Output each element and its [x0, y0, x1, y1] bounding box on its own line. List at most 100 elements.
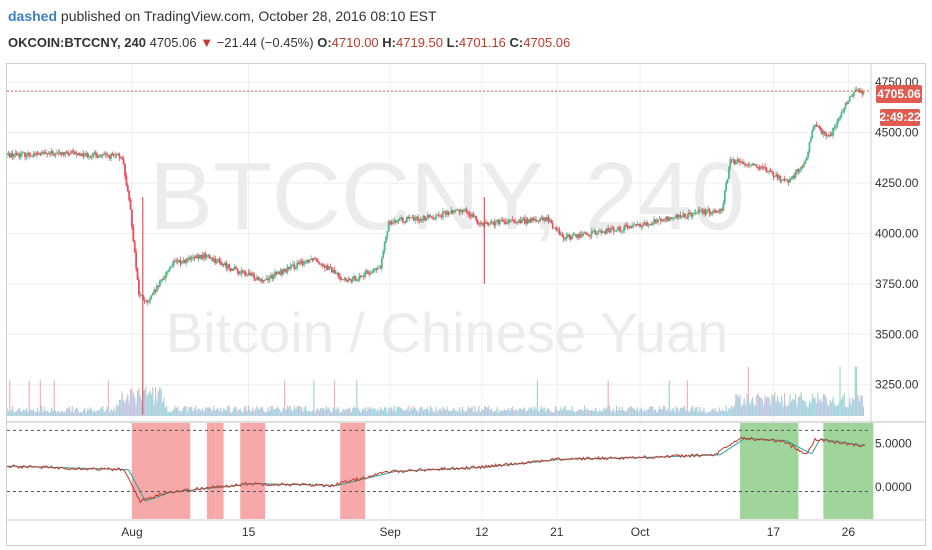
time-axis[interactable]: Aug 15 Sep 12 21 Oct 17 26 — [121, 525, 855, 539]
candle-body — [246, 274, 249, 276]
candle-body — [628, 227, 630, 229]
candle-body — [551, 223, 554, 228]
candle-body — [547, 216, 550, 222]
candle-body — [418, 220, 421, 222]
candle-body — [63, 152, 65, 155]
candle-body — [834, 126, 837, 128]
candle-body — [850, 95, 853, 97]
candle-body — [572, 234, 575, 236]
candle-body — [504, 221, 507, 224]
candle-body — [796, 169, 798, 173]
candle-body — [282, 268, 285, 275]
candle-body — [501, 220, 504, 221]
candle-body — [723, 190, 726, 204]
price-axis[interactable]: 3250.00 3500.00 3750.00 4000.00 4250.00 4500.… — [875, 75, 919, 494]
candle-body — [322, 265, 325, 267]
volume-bar — [334, 380, 336, 416]
candle-body — [393, 220, 396, 223]
candle-body — [107, 154, 110, 156]
candle-body — [575, 234, 578, 238]
volume-bar — [536, 380, 538, 416]
candle-body — [523, 218, 526, 224]
candle-body — [639, 224, 641, 228]
candle-body — [330, 267, 333, 273]
candle-body — [475, 215, 478, 221]
price-tick-label: 3250.00 — [875, 378, 919, 392]
candle-body — [778, 175, 780, 179]
symbol-label[interactable]: OKCOIN:BTCCNY, 240 — [8, 35, 146, 50]
candle-body — [83, 155, 86, 157]
candle-body — [662, 219, 665, 221]
candle-body — [211, 258, 214, 262]
candle-body — [200, 254, 203, 259]
candle-body — [734, 162, 737, 165]
candle-body — [666, 216, 669, 221]
candle-body — [685, 216, 687, 218]
candle-body — [632, 224, 635, 228]
candle-body — [442, 211, 444, 218]
candle-body — [598, 230, 601, 232]
candle-body — [861, 90, 864, 94]
candle-body — [536, 220, 539, 222]
candle-body — [57, 152, 60, 154]
candle-body — [771, 171, 773, 173]
candle-body — [312, 258, 315, 261]
candle-body — [446, 211, 449, 215]
candle-body — [725, 182, 728, 191]
candle-body — [204, 253, 207, 258]
candle-body — [417, 216, 419, 221]
candle-body — [89, 156, 92, 158]
candle-body — [773, 176, 776, 178]
candle-body — [192, 256, 194, 259]
candle-body — [660, 218, 662, 222]
candle-body — [225, 262, 228, 269]
candle-body — [267, 278, 269, 281]
candle-body — [726, 178, 729, 183]
candle-body — [709, 213, 712, 215]
candle-body — [367, 270, 369, 274]
candle-body — [11, 153, 14, 157]
candle-body — [479, 223, 482, 225]
price-tick-label: 3500.00 — [875, 327, 919, 341]
red-zone — [131, 423, 191, 519]
price-tick-label: 4500.00 — [875, 126, 919, 140]
candle-body — [149, 298, 151, 302]
candle-body — [519, 219, 522, 224]
candle-body — [69, 151, 72, 155]
candle-body — [521, 220, 523, 224]
candle-body — [555, 227, 558, 231]
candle-body — [411, 216, 414, 218]
author-link[interactable]: dashed — [8, 8, 58, 24]
candle-body — [358, 275, 361, 280]
candle-body — [143, 299, 146, 301]
candle-body — [250, 273, 253, 276]
candle-body — [46, 153, 49, 155]
candle-body — [7, 153, 10, 155]
candle-body — [140, 294, 143, 296]
candle-body — [50, 151, 53, 154]
candle-body — [439, 215, 442, 217]
candle-body — [164, 276, 167, 279]
candle-body — [235, 266, 237, 269]
chart-canvas[interactable]: BTCCNY, 240 Bitcoin / Chinese Yuan 3250.… — [6, 64, 925, 545]
chart-frame[interactable]: BTCCNY, 240 Bitcoin / Chinese Yuan 3250.… — [6, 63, 926, 546]
oscillator-line — [6, 436, 866, 504]
candle-body — [482, 223, 485, 226]
candle-body — [833, 127, 836, 129]
candle-body — [387, 221, 390, 232]
volume-bar — [53, 380, 55, 416]
candle-body — [485, 222, 487, 224]
candle-body — [748, 165, 751, 166]
volume-bar — [28, 380, 30, 416]
candle-body — [558, 230, 561, 235]
candle-body — [526, 219, 529, 224]
candle-body — [782, 178, 784, 181]
candle-body — [106, 153, 108, 155]
candle-body — [669, 217, 672, 219]
candle-body — [242, 270, 244, 272]
candle-body — [751, 163, 754, 165]
candle-body — [28, 152, 31, 156]
candle-body — [174, 260, 176, 262]
candle-body — [450, 210, 453, 214]
candle-body — [301, 261, 304, 265]
